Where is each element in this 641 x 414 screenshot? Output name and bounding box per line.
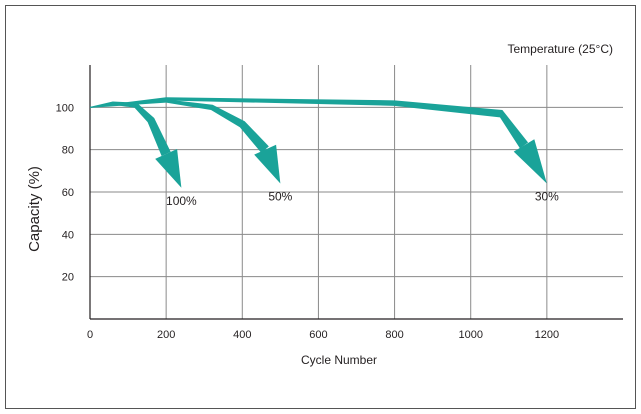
chart-frame: 100% 50% 30% 0 200 400 600 800 1000 1200 20 40 60 80… xyxy=(5,5,636,409)
series-label-1: 50% xyxy=(268,190,292,204)
capacity-chart: 100% 50% 30% 0 200 400 600 800 1000 1200 20 40 60 80… xyxy=(26,42,623,367)
x-tick-label: 0 xyxy=(87,329,93,341)
series-label-2: 30% xyxy=(535,190,559,204)
x-tick-label: 800 xyxy=(385,329,403,341)
x-tick-label: 1000 xyxy=(458,329,482,341)
y-axis-label: Capacity (%) xyxy=(26,166,43,252)
x-tick-label: 600 xyxy=(309,329,327,341)
tick-labels: 0 200 400 600 800 1000 1200 20 40 60 80 100 xyxy=(56,102,559,341)
axes xyxy=(89,65,623,320)
y-tick-label: 100 xyxy=(56,102,74,114)
series-arrowhead-0 xyxy=(155,148,182,188)
series-arrows: 100% 50% 30% xyxy=(89,97,559,208)
x-tick-label: 200 xyxy=(157,329,175,341)
series-shaft-2 xyxy=(89,97,529,149)
x-tick-label: 1200 xyxy=(535,329,559,341)
annotation-temperature: Temperature (25°C) xyxy=(507,42,613,56)
series-arrowhead-2 xyxy=(513,139,547,184)
series-label-0: 100% xyxy=(166,194,197,208)
y-tick-label: 40 xyxy=(62,229,74,241)
y-tick-label: 60 xyxy=(62,187,74,199)
series-shaft-1 xyxy=(89,99,269,154)
x-tick-label: 400 xyxy=(233,329,251,341)
y-tick-label: 20 xyxy=(62,272,74,284)
y-tick-label: 80 xyxy=(62,145,74,157)
series-arrowhead-1 xyxy=(254,144,281,184)
series-shaft-0 xyxy=(89,101,171,156)
x-axis-label: Cycle Number xyxy=(301,353,377,367)
